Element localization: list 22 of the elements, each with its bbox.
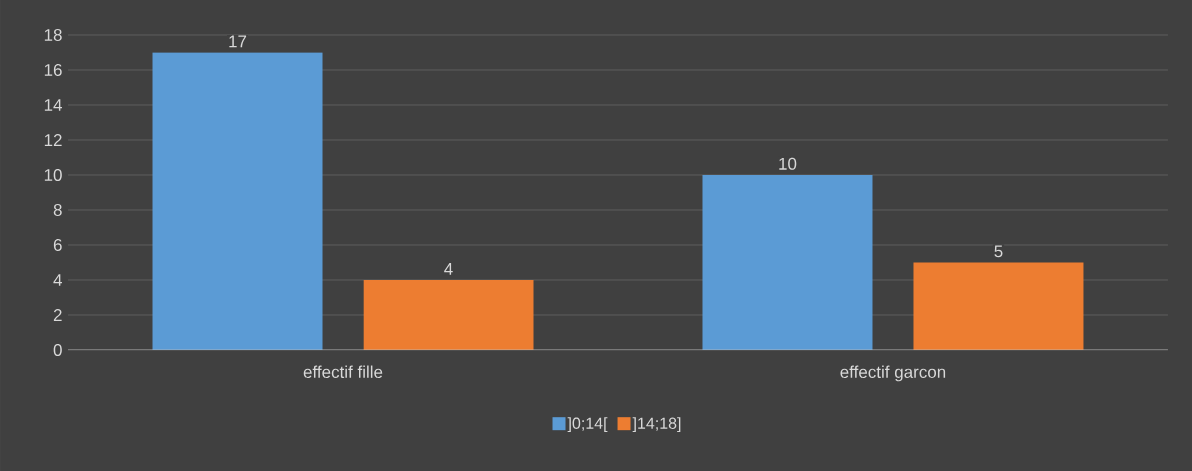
x-tick-label: effectif fille <box>303 365 383 379</box>
data-label: 10 <box>779 157 797 170</box>
bar <box>152 52 323 350</box>
data-label: 5 <box>994 245 1003 258</box>
y-tick-label: 8 <box>53 203 62 217</box>
data-label: 17 <box>229 35 247 48</box>
bar <box>913 262 1084 350</box>
y-tick-label: 16 <box>44 63 62 77</box>
bar <box>363 279 534 350</box>
data-label: 4 <box>444 263 453 275</box>
y-tick-label: 14 <box>44 99 62 111</box>
x-tick-label: effectif garcon <box>840 365 946 382</box>
legend-label: ]0;14[ <box>567 417 608 433</box>
y-tick-label: 4 <box>53 274 62 286</box>
y-tick-label: 18 <box>44 28 62 42</box>
y-tick-label: 10 <box>44 168 62 182</box>
y-tick-label: 0 <box>53 343 62 357</box>
legend-label: ]14;18] <box>632 417 681 433</box>
y-tick-label: 6 <box>53 238 62 252</box>
y-tick-label: 12 <box>44 134 62 146</box>
bar <box>702 174 873 350</box>
y-tick-label: 2 <box>53 309 62 321</box>
